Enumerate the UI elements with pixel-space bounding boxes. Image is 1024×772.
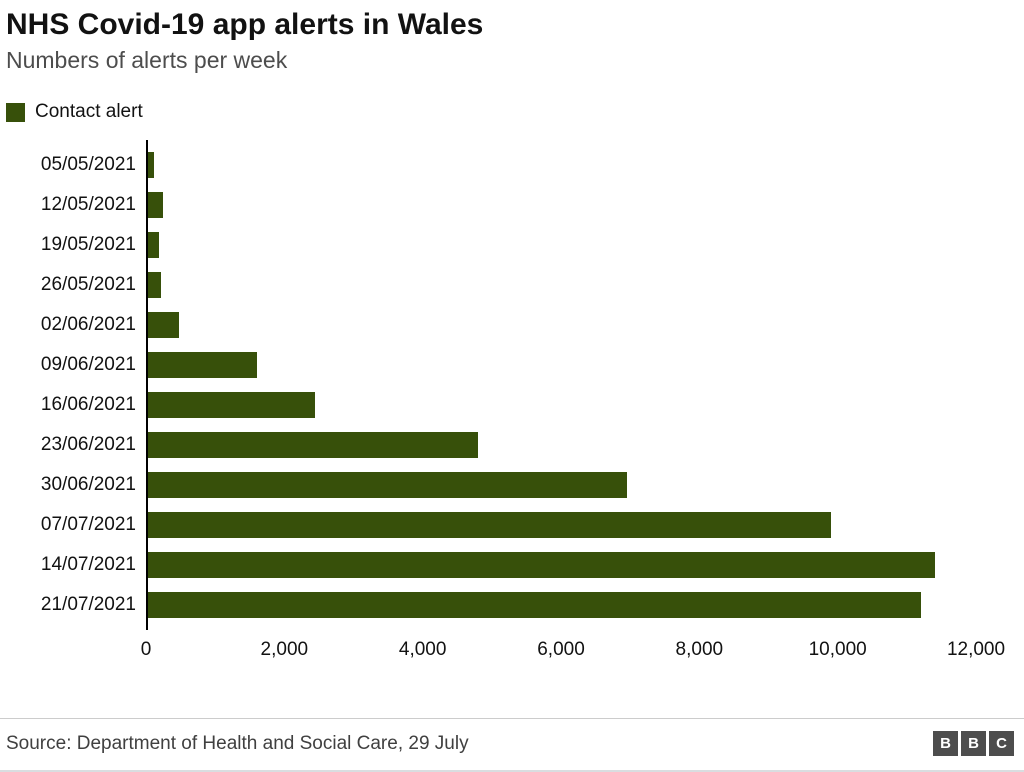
y-axis-line (146, 140, 148, 631)
x-axis-tick-label: 4,000 (398, 639, 447, 661)
bar (146, 472, 627, 499)
bar-track (146, 392, 976, 419)
y-axis-label: 14/07/2021 (40, 554, 136, 576)
bar (146, 352, 257, 379)
bar (146, 232, 160, 259)
bar-track (146, 592, 976, 619)
bbc-logo-letter: C (989, 731, 1014, 756)
bar (146, 592, 921, 619)
bar-row: 09/06/2021 (6, 345, 1024, 385)
legend-label: Contact alert (35, 101, 143, 123)
x-axis-tick-label: 10,000 (808, 639, 867, 661)
bar-row: 16/06/2021 (6, 385, 1024, 425)
bar-rows: 05/05/2021 12/05/2021 19/05/2021 26/05/2021… (6, 140, 1024, 631)
y-axis-label: 30/06/2021 (40, 474, 136, 496)
bar (146, 312, 180, 339)
x-axis-tick-label: 12,000 (946, 639, 1006, 661)
bar-track (146, 432, 976, 459)
y-axis-label: 02/06/2021 (40, 314, 136, 336)
chart-legend: Contact alert (0, 101, 1024, 123)
x-axis-tick-label: 2,000 (260, 639, 309, 661)
bar-track (146, 472, 976, 499)
chart-subtitle: Numbers of alerts per week (6, 46, 288, 73)
bar-row: 07/07/2021 (6, 505, 1024, 545)
bar-track (146, 192, 976, 219)
y-axis-label: 21/07/2021 (40, 594, 136, 616)
y-axis-label: 19/05/2021 (40, 234, 136, 256)
bar-track (146, 272, 976, 299)
bar-chart: 05/05/2021 12/05/2021 19/05/2021 26/05/2021… (0, 140, 1024, 673)
bbc-logo-letter: B (933, 731, 958, 756)
bar-row: 14/07/2021 (6, 545, 1024, 585)
bar-track (146, 152, 976, 179)
bar (146, 192, 163, 219)
bar (146, 552, 935, 579)
y-axis-label: 09/06/2021 (40, 354, 136, 376)
bar (146, 272, 161, 299)
bar-row: 30/06/2021 (6, 465, 1024, 505)
bar-row: 02/06/2021 (6, 305, 1024, 345)
bar-track (146, 352, 976, 379)
bar (146, 392, 316, 419)
bar-track (146, 232, 976, 259)
x-axis-tick-label: 8,000 (675, 639, 724, 661)
legend-swatch-icon (6, 102, 25, 122)
x-axis: 0 2,000 4,000 6,000 8,000 10,000 12,000 (141, 639, 1005, 673)
bar (146, 512, 831, 539)
x-axis-tick-label: 0 (140, 639, 152, 661)
bar-row: 21/07/2021 (6, 585, 1024, 625)
y-axis-label: 12/05/2021 (40, 194, 136, 216)
y-axis-label: 16/06/2021 (40, 394, 136, 416)
y-axis-label: 26/05/2021 (40, 274, 136, 296)
bar-track (146, 512, 976, 539)
bbc-logo-letter: B (961, 731, 986, 756)
chart-footer: Source: Department of Health and Social … (0, 718, 1024, 770)
bar (146, 432, 478, 459)
bar-track (146, 312, 976, 339)
bar (146, 152, 155, 179)
bar-row: 26/05/2021 (6, 265, 1024, 305)
bar-row: 23/06/2021 (6, 425, 1024, 465)
source-text: Source: Department of Health and Social … (6, 732, 469, 754)
bar-row: 12/05/2021 (6, 185, 1024, 225)
bar-row: 19/05/2021 (6, 225, 1024, 265)
y-axis-label: 05/05/2021 (40, 154, 136, 176)
bar-track (146, 552, 976, 579)
y-axis-label: 23/06/2021 (40, 434, 136, 456)
chart-header: NHS Covid-19 app alerts in Wales Numbers… (0, 0, 1024, 75)
x-axis-tick-label: 6,000 (537, 639, 585, 661)
y-axis-label: 07/07/2021 (40, 514, 136, 536)
bar-row: 05/05/2021 (6, 145, 1024, 185)
chart-title: NHS Covid-19 app alerts in Wales (6, 8, 484, 41)
